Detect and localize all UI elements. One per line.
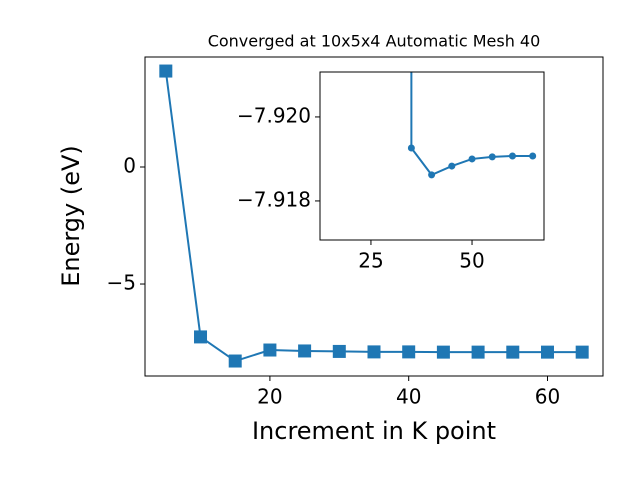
marker (506, 345, 520, 359)
marker (263, 343, 277, 357)
x-axis-label: Increment in K point (252, 417, 496, 445)
x-tick-label: 25 (358, 249, 383, 273)
marker (488, 153, 496, 161)
marker (540, 345, 554, 359)
x-tick-label: 60 (535, 385, 560, 409)
y-tick-label: 0 (123, 154, 136, 178)
axes-frame (319, 71, 545, 241)
x-tick-label: 20 (257, 385, 282, 409)
marker (428, 171, 436, 179)
marker (159, 64, 173, 78)
x-tick-label: 40 (396, 385, 421, 409)
marker (436, 345, 450, 359)
marker (332, 344, 346, 358)
marker (407, 144, 415, 152)
series (407, 72, 537, 179)
chart-title: Converged at 10x5x4 Automatic Mesh 40 (208, 32, 541, 51)
y-axis-label: Energy (eV) (57, 145, 85, 287)
series (159, 64, 589, 368)
marker (468, 155, 476, 163)
marker (575, 345, 589, 359)
y-tick-label: −5 (107, 271, 136, 295)
marker (529, 152, 537, 160)
marker (298, 344, 312, 358)
marker (402, 345, 416, 359)
marker (194, 330, 208, 344)
marker (448, 162, 456, 170)
marker (228, 354, 242, 368)
marker (471, 345, 485, 359)
marker (367, 345, 381, 359)
axes-frame (144, 56, 604, 377)
marker (508, 152, 516, 160)
y-tick-label: −7.920 (237, 103, 311, 127)
x-tick-label: 50 (459, 249, 484, 273)
y-tick-label: −7.918 (237, 187, 311, 211)
